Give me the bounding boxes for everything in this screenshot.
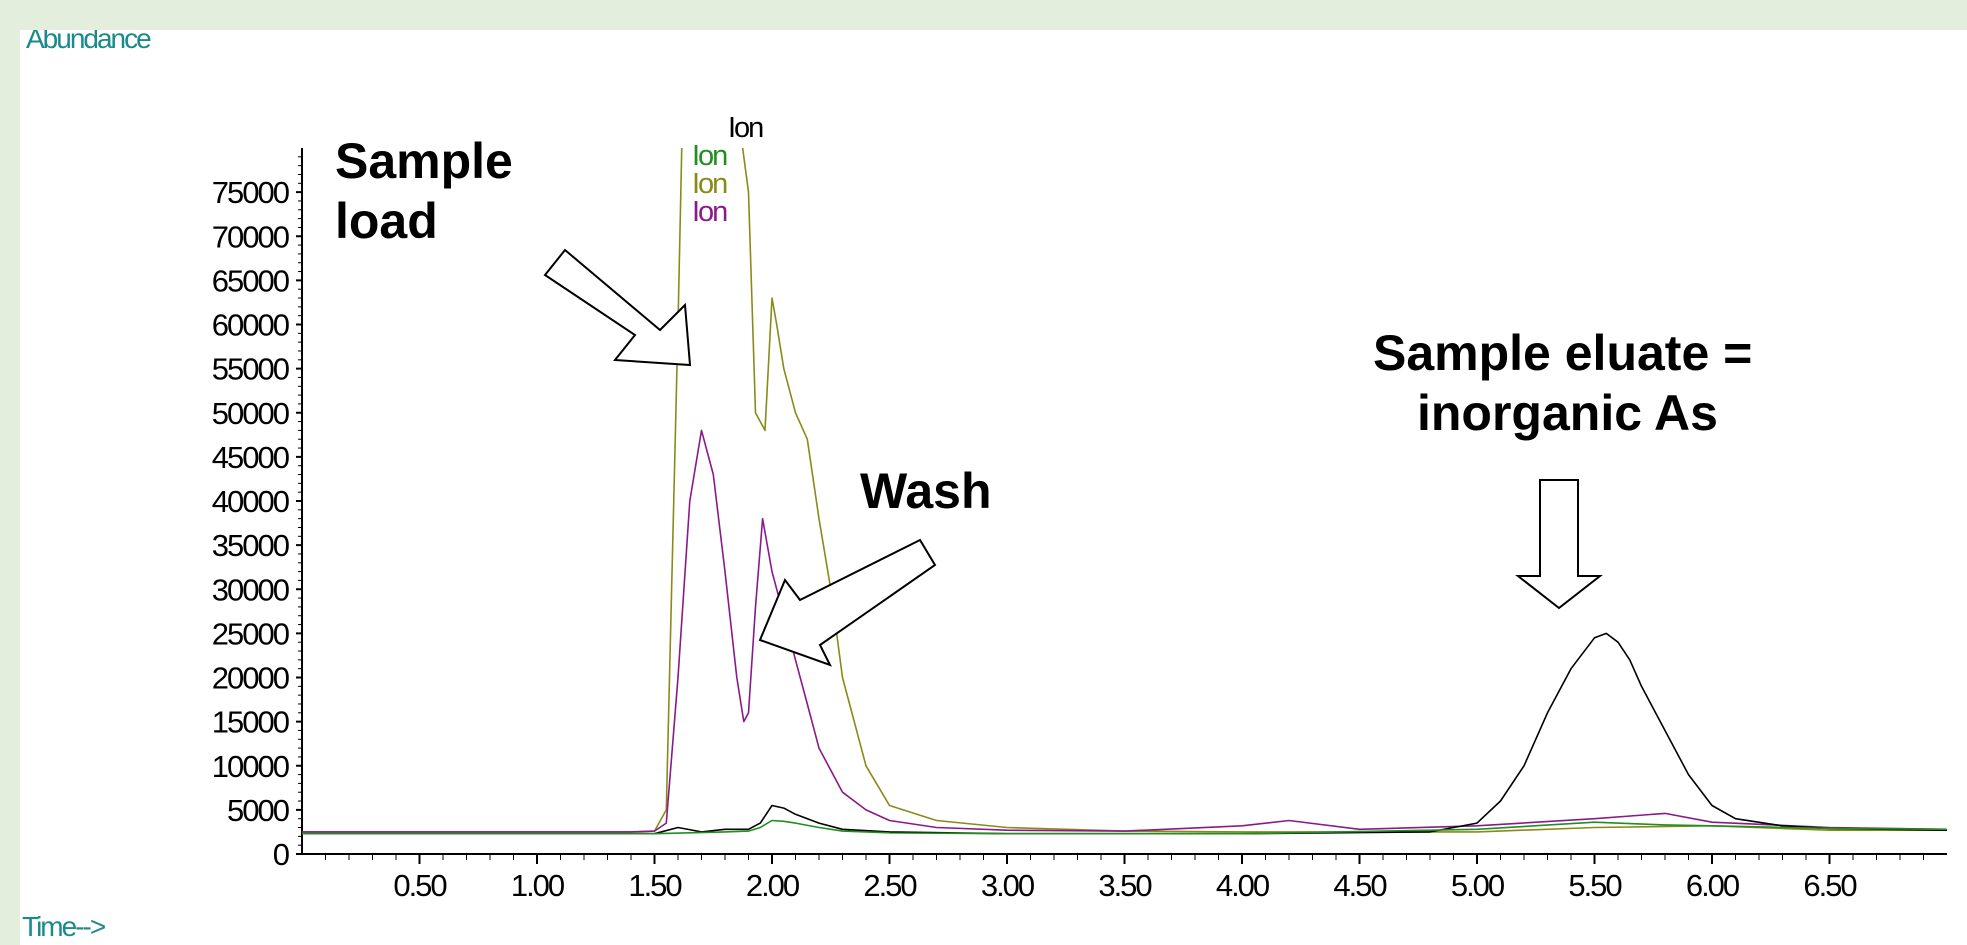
chromatogram-chart: Abundance Time--> 0 5000 10000 15000 20000 25… [22,30,1947,942]
annotation-sample-load-line1: Sample [335,133,513,189]
y-tick-label: 65000 [212,263,290,298]
annotation-wash: Wash [860,463,992,519]
y-tick-label: 5000 [227,793,290,828]
x-axis-title: Time--> [22,911,105,942]
y-tick-label: 75000 [212,175,290,210]
x-tick-label: 5.50 [1568,868,1622,903]
y-tick-label: 0 [273,837,290,872]
legend: Ion Ion Ion Ion [692,112,765,228]
series-layer [302,148,1947,835]
series-line-2 [302,429,1947,833]
series-line-1 [302,148,1947,833]
annotation-eluate-line2: inorganic As [1417,385,1718,441]
x-tick-label: 6.00 [1686,868,1740,903]
y-tick-label: 30000 [212,572,290,607]
x-tick-label: 3.50 [1098,868,1152,903]
x-tick-label: 0.50 [393,868,447,903]
y-tick-label: 50000 [212,396,290,431]
y-tick-label: 40000 [212,484,290,519]
x-tick-label: 1.50 [628,868,682,903]
eluate-arrow-icon [1515,479,1603,610]
y-tick-label: 55000 [212,352,290,387]
y-axis: 0 5000 10000 15000 20000 25000 30000 35000 40000… [212,156,302,872]
y-tick-label: 45000 [212,440,290,475]
x-tick-label: 4.50 [1333,868,1387,903]
y-tick-label: 20000 [212,661,290,696]
legend-item-2: Ion [692,140,727,172]
legend-item-1: Ion [728,112,763,144]
x-tick-label: 4.00 [1216,868,1270,903]
x-tick-label: 1.00 [511,868,565,903]
annotation-eluate-line1: Sample eluate = [1373,325,1752,381]
x-tick-label: 2.50 [863,868,917,903]
y-tick-label: 60000 [212,308,290,343]
legend-item-4: Ion [692,196,727,228]
y-tick-label: 15000 [212,705,290,740]
x-tick-label: 5.00 [1451,868,1505,903]
annotation-sample-load-line2: load [335,193,438,249]
series-line-4 [302,819,1947,835]
chart-frame: Abundance Time--> 0 5000 10000 15000 20000 25… [20,30,1967,945]
x-tick-label: 6.50 [1803,868,1857,903]
series-line-3 [302,632,1947,835]
legend-item-3: Ion [692,168,727,200]
y-tick-label: 25000 [212,616,290,651]
x-tick-label: 2.00 [746,868,800,903]
y-tick-label: 70000 [212,219,290,254]
x-axis: 0.50 1.00 1.50 2.00 2.50 3.00 3.50 4.00 4.50 5.00… [325,854,1924,903]
y-tick-label: 35000 [212,528,290,563]
y-tick-label: 10000 [212,749,290,784]
wash-arrow-icon [758,538,937,667]
sample-load-arrow-icon [543,248,692,367]
y-axis-title: Abundance [26,30,151,54]
x-tick-label: 3.00 [981,868,1035,903]
